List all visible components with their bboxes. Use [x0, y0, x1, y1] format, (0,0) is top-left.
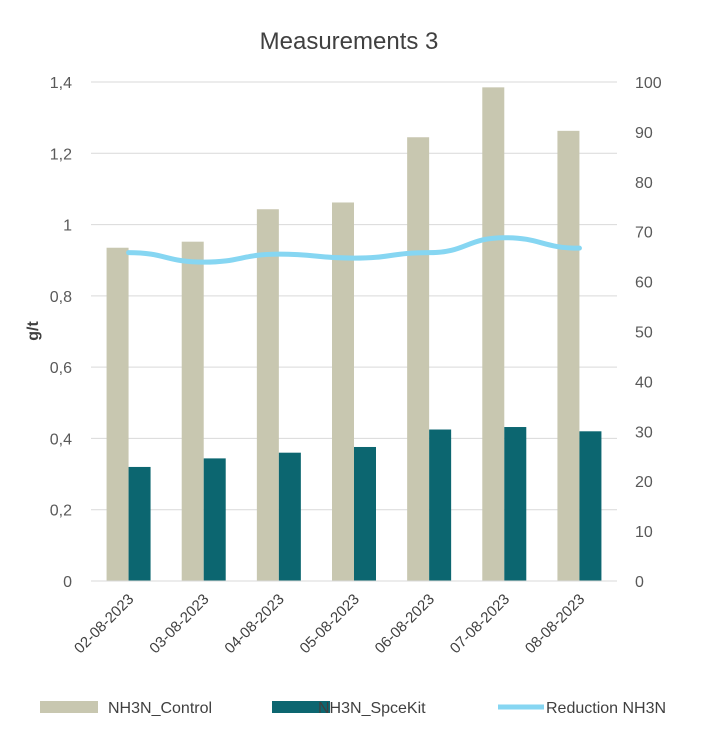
y-tick-label: 1,2	[50, 146, 72, 163]
y2-tick-label: 20	[635, 474, 653, 491]
y2-tick-label: 100	[635, 75, 662, 92]
bar-nh3n-control	[181, 241, 204, 581]
legend-swatch	[40, 701, 98, 713]
reduction-line	[126, 235, 582, 265]
chart-title: Measurements 3	[260, 28, 439, 55]
bar-nh3n-spcekit	[128, 466, 151, 581]
bar-nh3n-spcekit	[504, 427, 527, 581]
bar-nh3n-control	[332, 202, 354, 582]
x-tick-label: 04-08-2023	[221, 591, 287, 657]
y-tick-label: 1	[63, 218, 72, 235]
y2-tick-label: 50	[635, 325, 653, 342]
legend-label: NH3N_Control	[108, 700, 212, 717]
y2-tick-label: 90	[635, 125, 653, 142]
y2-tick-label: 80	[635, 175, 653, 192]
bars	[106, 87, 602, 582]
legend-label: NH3N_SpceKit	[318, 700, 426, 717]
bar-nh3n-spcekit	[579, 431, 602, 581]
legend: NH3N_Control NH3N_SpceKit Reduction NH3N	[40, 700, 666, 717]
x-tick-label: 02-08-2023	[71, 591, 137, 657]
legend-swatch	[272, 701, 330, 713]
bar-nh3n-control	[106, 247, 129, 581]
legend-label: Reduction NH3N	[546, 700, 666, 717]
y-tick-label: 0,2	[50, 503, 72, 520]
bar-nh3n-control	[407, 137, 430, 581]
bar-nh3n-spcekit	[203, 458, 226, 581]
y-tick-label: 0,4	[50, 431, 72, 448]
y-axis-label: g/t	[25, 321, 42, 341]
y-tick-label: 0,6	[50, 360, 72, 377]
x-tick-label: 03-08-2023	[146, 591, 212, 657]
bar-nh3n-spcekit	[278, 452, 301, 581]
line-series-reduction	[126, 235, 582, 265]
bar-nh3n-control	[256, 209, 279, 581]
y2-tick-label: 40	[635, 374, 653, 391]
y-tick-label: 1,4	[50, 75, 72, 92]
y2-tick-label: 30	[635, 424, 653, 441]
bar-nh3n-spcekit	[354, 446, 376, 581]
bar-nh3n-spcekit	[429, 429, 452, 581]
bar-nh3n-control	[557, 130, 580, 581]
x-tick-label: 06-08-2023	[372, 591, 438, 657]
y-tick-label: 0	[63, 574, 72, 591]
x-tick-label: 07-08-2023	[447, 591, 513, 657]
x-tick-label: 05-08-2023	[297, 591, 363, 657]
y2-tick-label: 0	[635, 574, 644, 591]
y-tick-label: 0,8	[50, 289, 72, 306]
y2-tick-label: 10	[635, 524, 653, 541]
y2-tick-label: 70	[635, 225, 653, 242]
bar-nh3n-control	[482, 87, 505, 581]
y2-tick-label: 60	[635, 275, 653, 292]
x-tick-label: 08-08-2023	[522, 591, 588, 657]
